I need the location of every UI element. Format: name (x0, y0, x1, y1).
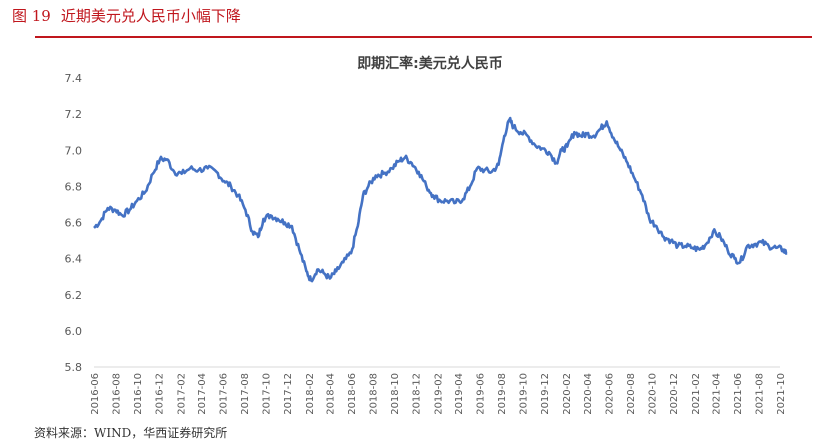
x-tick-label: 2017-12 (283, 373, 294, 415)
x-tick-label: 2020-04 (583, 373, 594, 415)
x-tick-label: 2016-08 (111, 373, 122, 415)
x-tick-label: 2018-10 (390, 373, 401, 415)
figure-number: 图 19 (12, 7, 51, 25)
x-tick-label: 2019-04 (454, 373, 465, 415)
x-tick-label: 2017-10 (262, 373, 273, 415)
x-tick-label: 2018-08 (369, 373, 380, 415)
figure-caption: 图 19 近期美元兑人民币小幅下降 (12, 4, 241, 28)
x-tick-label: 2017-06 (219, 373, 230, 415)
x-tick-label: 2020-10 (647, 373, 658, 415)
x-tick-label: 2017-08 (240, 373, 251, 415)
x-tick-label: 2020-02 (562, 373, 573, 415)
x-tick-label: 2020-06 (605, 373, 616, 415)
chart-title: 即期汇率:美元兑人民币 (357, 55, 503, 72)
y-tick-label: 6.0 (65, 325, 83, 338)
figure-caption-text: 近期美元兑人民币小幅下降 (60, 7, 241, 25)
x-tick-label: 2021-10 (776, 373, 787, 415)
y-tick-label: 5.8 (65, 361, 83, 374)
x-tick-label: 2021-08 (755, 373, 766, 415)
x-tick-label: 2016-06 (90, 373, 101, 415)
x-tick-label: 2019-06 (476, 373, 487, 415)
caption-divider (35, 36, 812, 38)
y-tick-label: 7.0 (65, 144, 83, 157)
y-tick-label: 7.2 (65, 108, 83, 121)
y-axis: 5.8 6.0 6.2 6.4 6.6 6.8 7.0 7.2 7.4 (65, 72, 83, 374)
x-tick-label: 2018-12 (412, 373, 423, 415)
x-tick-label: 2021-06 (733, 373, 744, 415)
x-tick-label: 2019-02 (433, 373, 444, 415)
x-tick-label: 2016-12 (154, 373, 165, 415)
exchange-rate-chart: 即期汇率:美元兑人民币 5.86.06.26.46.66.87.07.27.4 … (65, 55, 788, 415)
x-tick-label: 2018-06 (347, 373, 358, 415)
x-tick-label: 2016-10 (133, 373, 144, 415)
y-tick-label: 6.6 (65, 217, 83, 230)
source-note: 资料来源：WIND，华西证券研究所 (34, 426, 228, 440)
x-tick-label: 2020-12 (669, 373, 680, 415)
x-axis: 2016-06 2016-08 2016-10 2016-12 2017-02 2017-… (90, 373, 787, 415)
x-tick-label: 2020-08 (626, 373, 637, 415)
x-tick-label: 2021-02 (691, 373, 702, 415)
x-tick-label: 2019-10 (519, 373, 530, 415)
x-tick-label: 2017-04 (197, 373, 208, 415)
x-tick-label: 2017-02 (176, 373, 187, 415)
x-tick-label: 2018-02 (305, 373, 316, 415)
series-line-usd-cny (93, 116, 788, 283)
x-tick-label: 2018-04 (326, 373, 337, 415)
y-tick-label: 6.8 (65, 180, 83, 193)
x-tick-label: 2021-04 (712, 373, 723, 415)
y-tick-label: 6.2 (65, 289, 83, 302)
x-tick-label: 2019-12 (540, 373, 551, 415)
y-tick-label: 7.4 (65, 72, 83, 85)
x-tick-label: 2019-08 (497, 373, 508, 415)
y-tick-label: 6.4 (65, 253, 83, 266)
